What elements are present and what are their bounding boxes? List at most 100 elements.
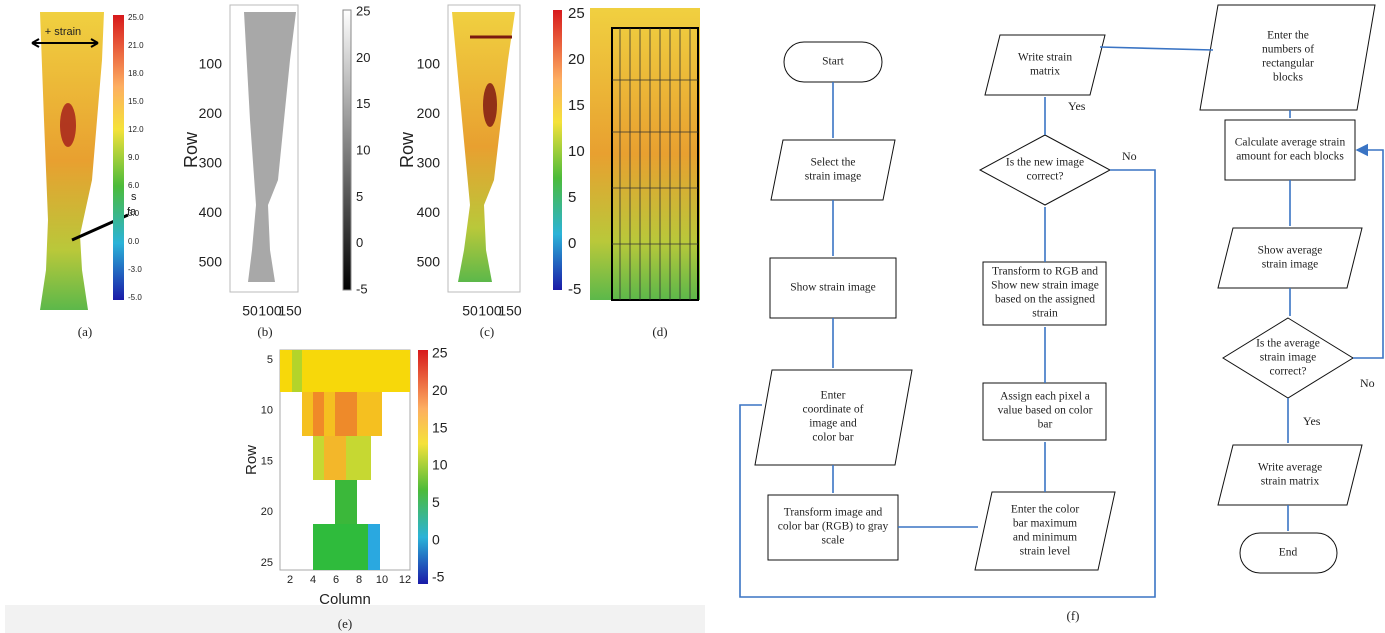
node-label: strain image — [805, 171, 862, 183]
heat-cell — [292, 350, 302, 392]
colorbar-label: 15.0 — [128, 97, 144, 106]
x-tick-label: 150 — [498, 303, 522, 319]
heat-cells — [313, 524, 368, 570]
node-label: blocks — [1273, 72, 1304, 84]
x-tick-label: 10 — [376, 574, 388, 586]
node-label: color bar (RGB) to gray — [778, 521, 889, 533]
hot-spot — [483, 83, 497, 127]
colorbar-label: 20 — [568, 51, 585, 68]
footer-band — [5, 605, 705, 633]
node-label: strain level — [1020, 546, 1071, 558]
figure: + strain s fa (a) Row (b) Row (c) (d) Ro… — [0, 0, 1385, 633]
y-label: Row — [397, 131, 417, 168]
colorbar-label: 21.0 — [128, 41, 144, 50]
y-tick-label: 25 — [261, 557, 273, 569]
node-label: strain image — [1260, 352, 1317, 364]
colorbar-label: 3.0 — [128, 209, 140, 218]
node-label: correct? — [1026, 171, 1063, 183]
colorbar-label: 5 — [432, 494, 440, 510]
colorbar — [553, 10, 562, 290]
node-label: Transform to RGB and — [992, 266, 1098, 278]
node-label: Enter the — [1267, 30, 1309, 42]
panel-d: (d) — [590, 8, 700, 339]
colorbar-label: 25 — [356, 3, 370, 18]
x-tick-label: 50 — [242, 303, 258, 319]
gray-image — [244, 12, 296, 282]
node-label: End — [1279, 547, 1298, 559]
colorbar-label: -5 — [568, 281, 581, 298]
node-label: correct? — [1269, 366, 1306, 378]
colorbar-label: 12.0 — [128, 125, 144, 134]
colorbar-label: 10 — [356, 142, 370, 157]
colorbar — [343, 10, 351, 290]
node-label: coordinate of — [803, 404, 864, 416]
node-label: Is the average — [1256, 338, 1320, 350]
node-label: Transform image and — [784, 507, 883, 519]
colorbar-label: 5 — [568, 189, 576, 206]
y-label: Row — [243, 445, 260, 475]
x-tick-label: 150 — [278, 303, 302, 319]
node-label: image and — [809, 418, 857, 430]
edge-label: No — [1122, 149, 1137, 163]
x-label: Column — [319, 591, 371, 608]
node-label: Show strain image — [790, 282, 876, 294]
y-tick-label: 100 — [199, 56, 223, 72]
colorbar-label: -5.0 — [128, 293, 142, 302]
node-label: Enter the color — [1011, 504, 1080, 516]
y-tick-label: 300 — [417, 155, 441, 171]
node-label: Show new strain image — [991, 280, 1099, 292]
node-label: Is the new image — [1006, 157, 1084, 169]
edge-label: No — [1360, 376, 1375, 390]
node-label: Assign each pixel a — [1000, 391, 1090, 403]
colorbar-label: -3.0 — [128, 265, 142, 274]
node-label: scale — [822, 535, 845, 547]
node-label: based on the assigned — [995, 294, 1095, 306]
heat-cell — [335, 392, 357, 436]
caption: (f) — [1067, 608, 1080, 623]
colorbar-label: 15 — [432, 419, 448, 435]
caption: (d) — [652, 324, 667, 339]
x-tick-label: 4 — [310, 574, 316, 586]
y-tick-label: 500 — [199, 254, 223, 270]
x-tick-label: 50 — [462, 303, 478, 319]
y-tick-label: 10 — [261, 405, 273, 417]
y-tick-label: 500 — [417, 254, 441, 270]
colorbar-label: 6.0 — [128, 181, 140, 190]
node-label: rectangular — [1262, 58, 1314, 70]
node-label: Write average — [1258, 462, 1322, 474]
y-tick-label: 20 — [261, 506, 273, 518]
panel-a: + strain s fa (a) — [32, 12, 137, 339]
x-tick-label: 6 — [333, 574, 339, 586]
edge-label: Yes — [1303, 414, 1321, 428]
colorbar-label: 25 — [568, 5, 585, 22]
node-label: Show average — [1258, 245, 1323, 257]
x-tick-label: 2 — [287, 574, 293, 586]
annotation: + strain — [45, 26, 81, 38]
heat-cell — [313, 392, 324, 436]
y-tick-label: 200 — [199, 105, 223, 121]
node-label: Enter — [821, 390, 846, 402]
node-label: amount for each blocks — [1236, 151, 1344, 163]
heat-cell — [324, 436, 346, 480]
colorbar-label: 20 — [432, 382, 448, 398]
node-label: value based on color — [998, 405, 1093, 417]
node-label: matrix — [1030, 66, 1060, 78]
heat-cell — [368, 524, 380, 570]
caption: (e) — [338, 616, 352, 631]
colorbar — [113, 15, 124, 300]
y-tick-label: 100 — [417, 56, 441, 72]
node-label: Start — [822, 56, 845, 68]
caption: (b) — [257, 324, 272, 339]
node-label: strain image — [1262, 259, 1319, 271]
strain-image — [452, 12, 515, 282]
colorbar-label: 10 — [568, 143, 585, 160]
node-label: bar maximum — [1013, 518, 1077, 530]
colorbar-label: 0 — [432, 531, 440, 547]
caption: (a) — [78, 324, 92, 339]
node-label: bar — [1038, 419, 1053, 431]
colorbar-label: 9.0 — [128, 153, 140, 162]
strain-image — [40, 12, 104, 310]
colorbar-label: 15 — [568, 97, 585, 114]
node-label: color bar — [812, 432, 853, 444]
